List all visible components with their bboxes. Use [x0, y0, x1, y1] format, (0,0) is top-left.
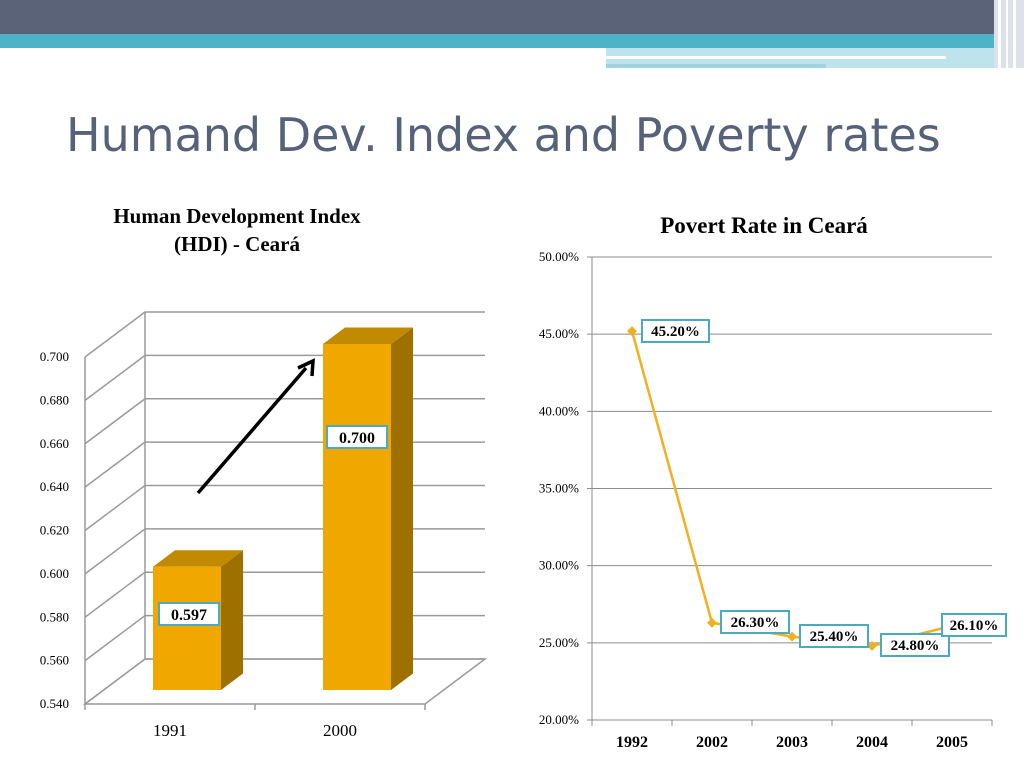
hdi-bar: [323, 344, 391, 690]
annotation-arrow-head: [297, 358, 315, 377]
hdi-bar-top: [153, 550, 243, 567]
poverty-y-tick-label: 45.00%: [539, 326, 579, 341]
hdi-y-tick-label: 0.580: [40, 609, 69, 624]
hdi-data-label: 0.700: [339, 430, 375, 447]
hdi-data-label-box: [158, 602, 220, 626]
poverty-data-point: [707, 617, 717, 628]
poverty-data-label: 45.20%: [651, 324, 700, 340]
hdi-y-tick-label: 0.660: [40, 436, 69, 451]
poverty-data-label-box: [720, 610, 790, 634]
hdi-y-tick-label: 0.560: [40, 653, 69, 668]
poverty-data-label: 26.30%: [731, 615, 780, 631]
poverty-y-tick-label: 25.00%: [539, 635, 579, 650]
hdi-data-label-box: [326, 425, 388, 449]
hdi-bar-top: [323, 327, 413, 344]
hdi-floor: [82, 658, 488, 705]
poverty-data-label: 24.80%: [891, 638, 940, 654]
hdi-chart-title-line-2: (HDI) - Ceará: [174, 232, 300, 256]
hdi-y-tick-label: 0.680: [40, 392, 69, 407]
hdi-y-tick-label: 0.620: [40, 523, 69, 538]
hdi-x-tick-label: 2000: [323, 721, 357, 740]
hdi-chart: Human Development Index (HDI) - Ceará 0.54…: [40, 204, 488, 740]
hdi-x-tick-label: 1991: [153, 721, 187, 740]
annotation-arrow-shaft: [196, 366, 308, 495]
hdi-data-label: 0.597: [171, 607, 207, 624]
poverty-x-tick-label: 2003: [776, 734, 808, 751]
poverty-data-point: [787, 631, 797, 642]
poverty-x-tick-label: 2002: [696, 734, 728, 751]
hdi-bar-side: [391, 327, 413, 690]
poverty-chart-title: Povert Rate in Ceará: [660, 213, 868, 238]
poverty-y-tick-label: 30.00%: [539, 558, 579, 573]
poverty-data-label: 25.40%: [810, 629, 859, 645]
hdi-bar: [153, 566, 221, 690]
poverty-y-tick-label: 20.00%: [539, 712, 579, 727]
slide-title: Humand Dev. Index and Poverty rates: [66, 108, 941, 162]
hdi-chart-title-line-1: Human Development Index: [113, 204, 361, 228]
hdi-y-tick-label: 0.600: [40, 566, 69, 581]
hdi-y-tick-label: 0.540: [40, 696, 69, 711]
poverty-chart: Povert Rate in Ceará 20.00% 25.00% 30.00% 35…: [539, 213, 1007, 751]
poverty-y-tick-label: 50.00%: [539, 249, 579, 264]
hdi-bar-side: [221, 550, 243, 690]
poverty-data-label-box: [880, 633, 950, 657]
poverty-y-tick-label: 35.00%: [539, 481, 579, 496]
poverty-x-tick-label: 2005: [936, 734, 968, 751]
poverty-data-label-box: [641, 319, 710, 343]
hdi-y-tick-label: 0.700: [40, 349, 69, 364]
poverty-x-tick-label: 2004: [856, 734, 888, 751]
hdi-gridline: [84, 311, 485, 358]
poverty-data-point: [867, 640, 877, 651]
poverty-data-point: [627, 326, 637, 337]
poverty-data-label-box: [799, 624, 869, 648]
hdi-y-tick-label: 0.640: [40, 479, 69, 494]
poverty-x-tick-label: 1992: [616, 734, 648, 751]
poverty-y-tick-label: 40.00%: [539, 403, 579, 418]
poverty-data-label-box: [941, 613, 1007, 637]
poverty-data-label: 26.10%: [950, 618, 999, 634]
header-banner: [0, 0, 1024, 68]
